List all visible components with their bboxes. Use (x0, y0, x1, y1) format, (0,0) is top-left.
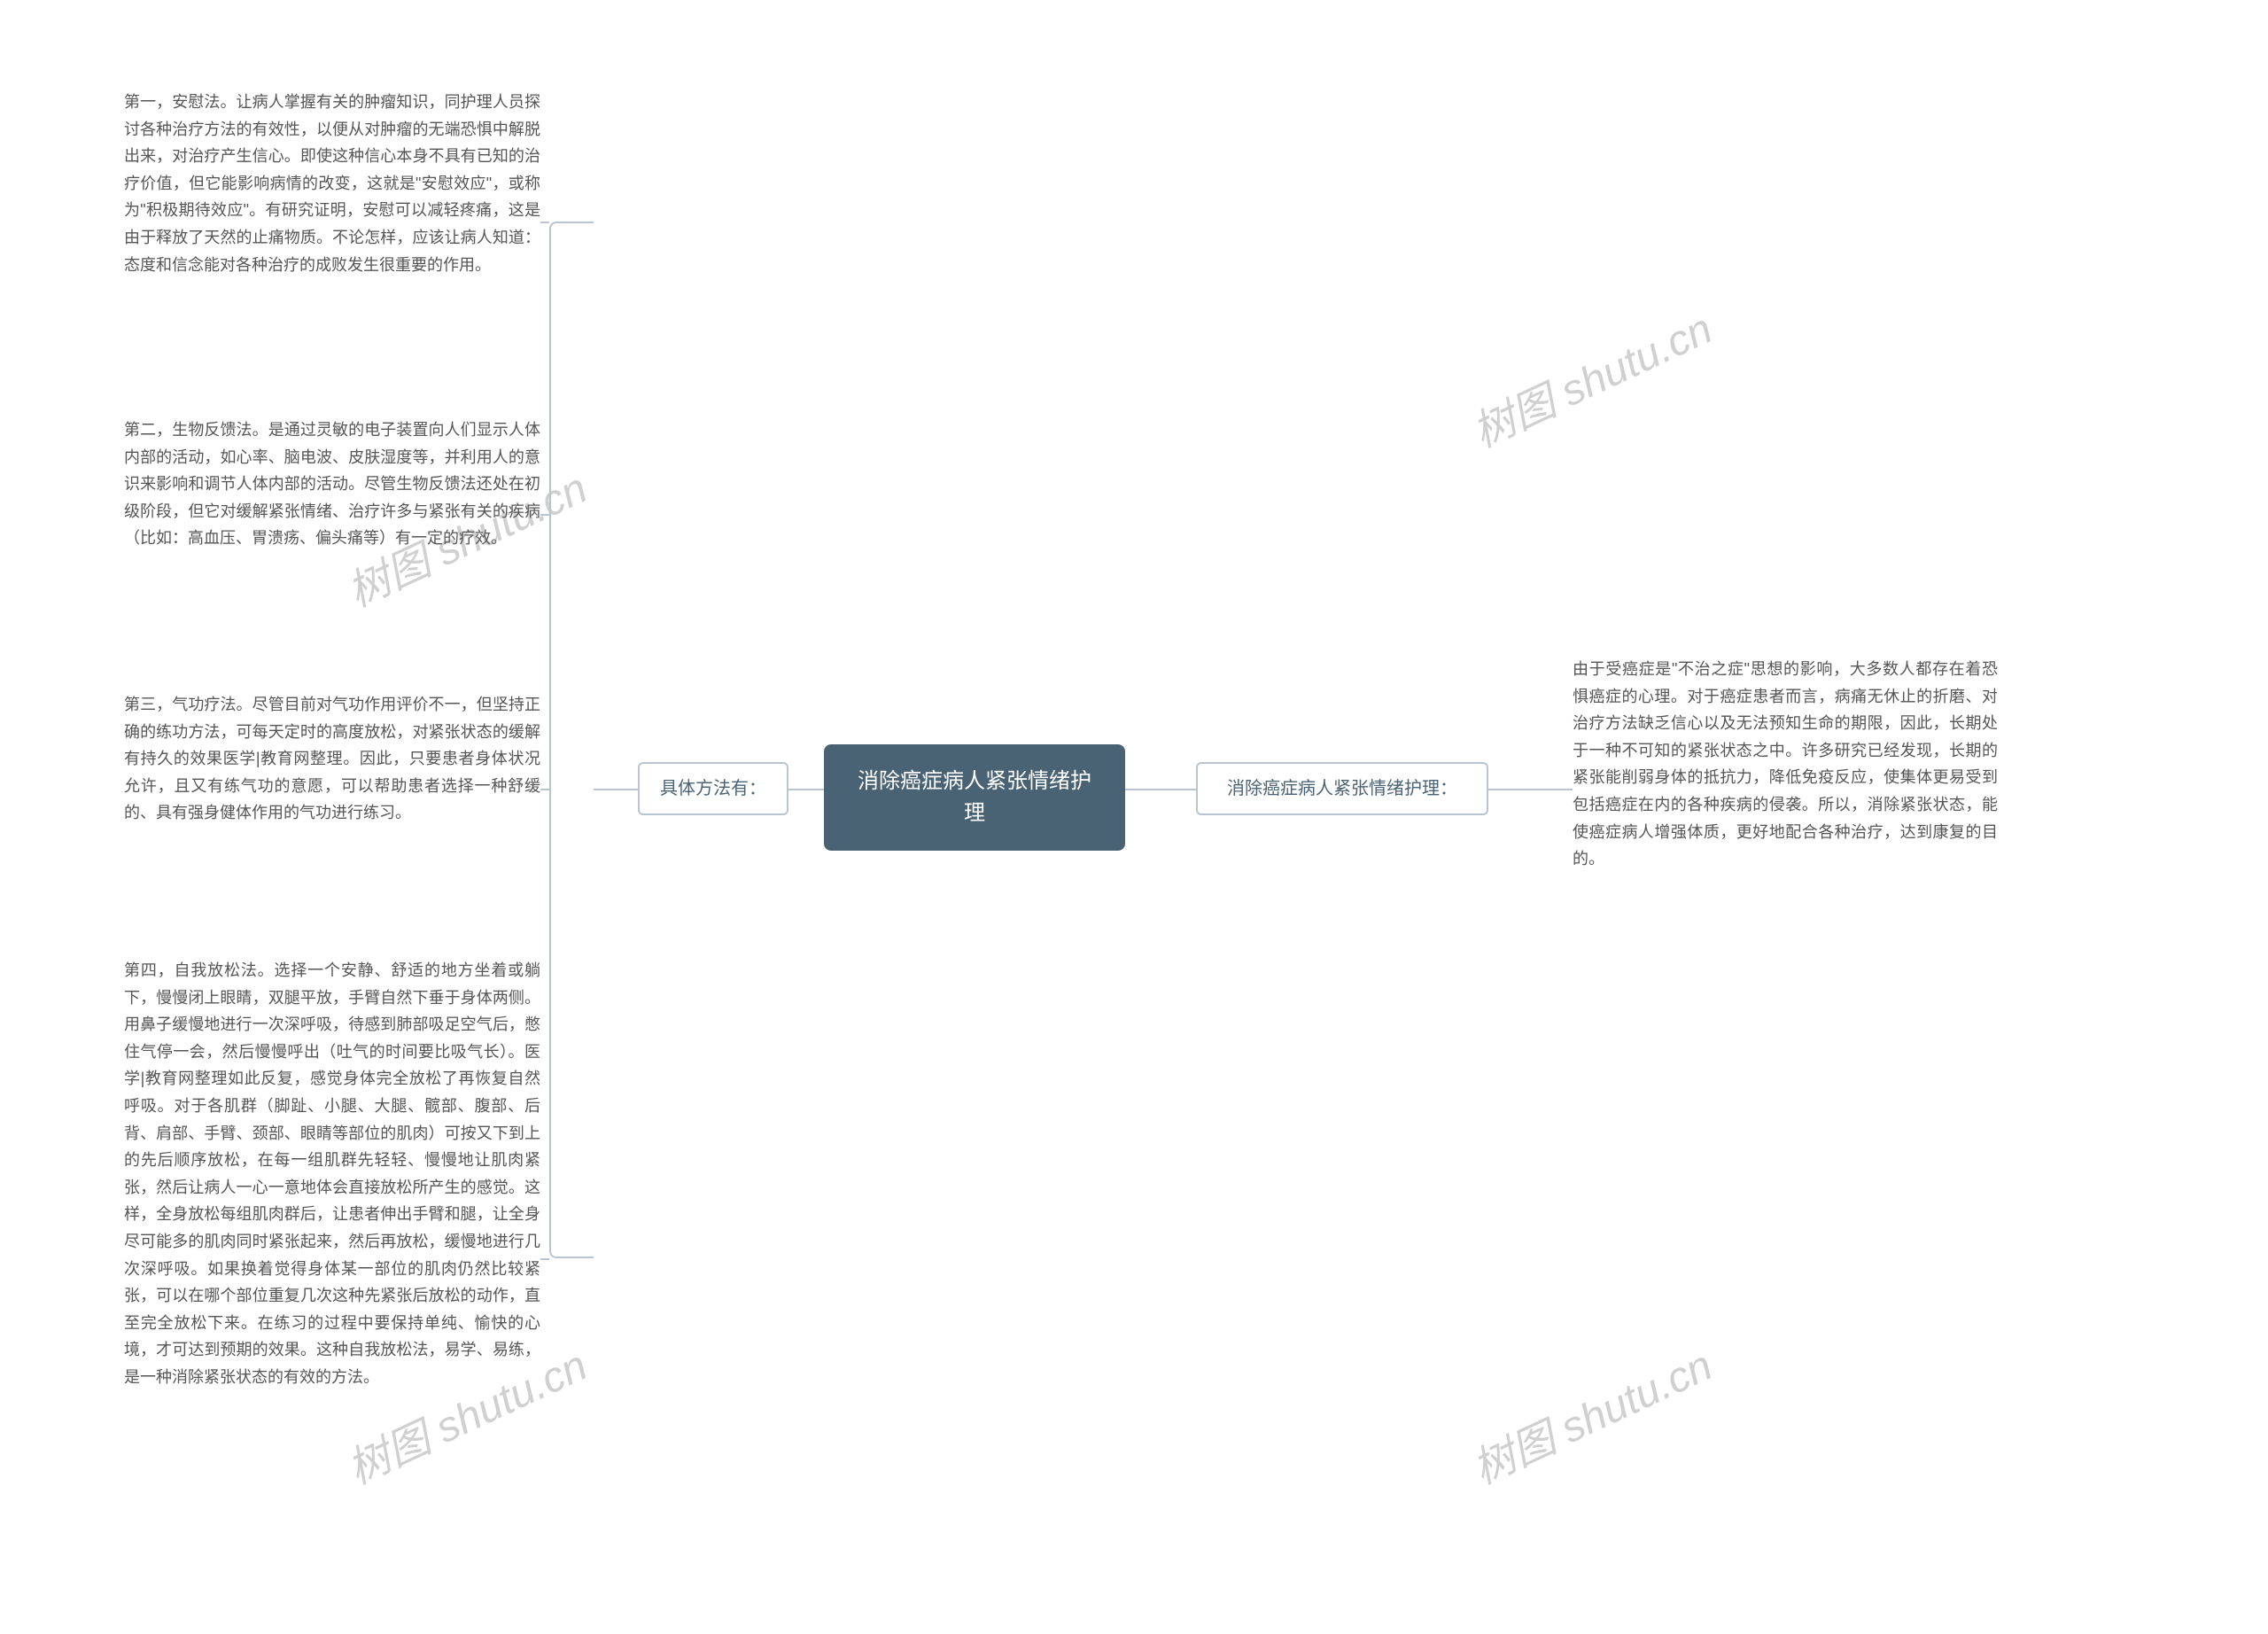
connector (1125, 789, 1196, 790)
left-leaf-1[interactable]: 第一，安慰法。让病人掌握有关的肿瘤知识，同护理人员探讨各种治疗方法的有效性，以便… (124, 89, 540, 278)
connector (594, 789, 638, 790)
right-branch-label: 消除癌症病人紧张情绪护理： (1227, 779, 1457, 798)
left-bracket (549, 222, 594, 1258)
connector (540, 789, 549, 790)
connector (1488, 789, 1573, 790)
watermark: 树图 shutu.cn (1461, 1331, 1720, 1496)
leaf-text: 第二，生物反馈法。是通过灵敏的电子装置向人们显示人体内部的活动，如心率、脑电波、… (124, 421, 540, 547)
central-node-text: 消除癌症病人紧张情绪护理 (858, 769, 1091, 825)
left-leaf-2[interactable]: 第二，生物反馈法。是通过灵敏的电子装置向人们显示人体内部的活动，如心率、脑电波、… (124, 416, 540, 552)
connector (540, 1258, 549, 1260)
left-branch-node[interactable]: 具体方法有： (638, 762, 788, 815)
left-leaf-4[interactable]: 第四，自我放松法。选择一个安静、舒适的地方坐着或躺下，慢慢闭上眼睛，双腿平放，手… (124, 957, 540, 1391)
left-branch-label: 具体方法有： (660, 779, 766, 798)
left-leaf-3[interactable]: 第三，气功疗法。尽管目前对气功作用评价不一，但坚持正确的练功方法，可每天定时的高… (124, 691, 540, 827)
leaf-text: 第一，安慰法。让病人掌握有关的肿瘤知识，同护理人员探讨各种治疗方法的有效性，以便… (124, 93, 540, 274)
central-node[interactable]: 消除癌症病人紧张情绪护理 (824, 744, 1125, 851)
leaf-text: 第三，气功疗法。尽管目前对气功作用评价不一，但坚持正确的练功方法，可每天定时的高… (124, 696, 540, 821)
connector (540, 222, 549, 223)
leaf-text: 第四，自我放松法。选择一个安静、舒适的地方坐着或躺下，慢慢闭上眼睛，双腿平放，手… (124, 961, 540, 1386)
mindmap-canvas: 树图 shutu.cn 树图 shutu.cn 树图 shutu.cn 树图 s… (0, 0, 2268, 1634)
connector (540, 514, 549, 516)
right-branch-node[interactable]: 消除癌症病人紧张情绪护理： (1196, 762, 1488, 815)
connector (788, 789, 824, 790)
leaf-text: 由于受癌症是"不治之症"思想的影响，大多数人都存在着恐惧癌症的心理。对于癌症患者… (1573, 660, 1998, 868)
watermark: 树图 shutu.cn (1461, 294, 1720, 459)
right-leaf-1[interactable]: 由于受癌症是"不治之症"思想的影响，大多数人都存在着恐惧癌症的心理。对于癌症患者… (1573, 656, 1998, 873)
